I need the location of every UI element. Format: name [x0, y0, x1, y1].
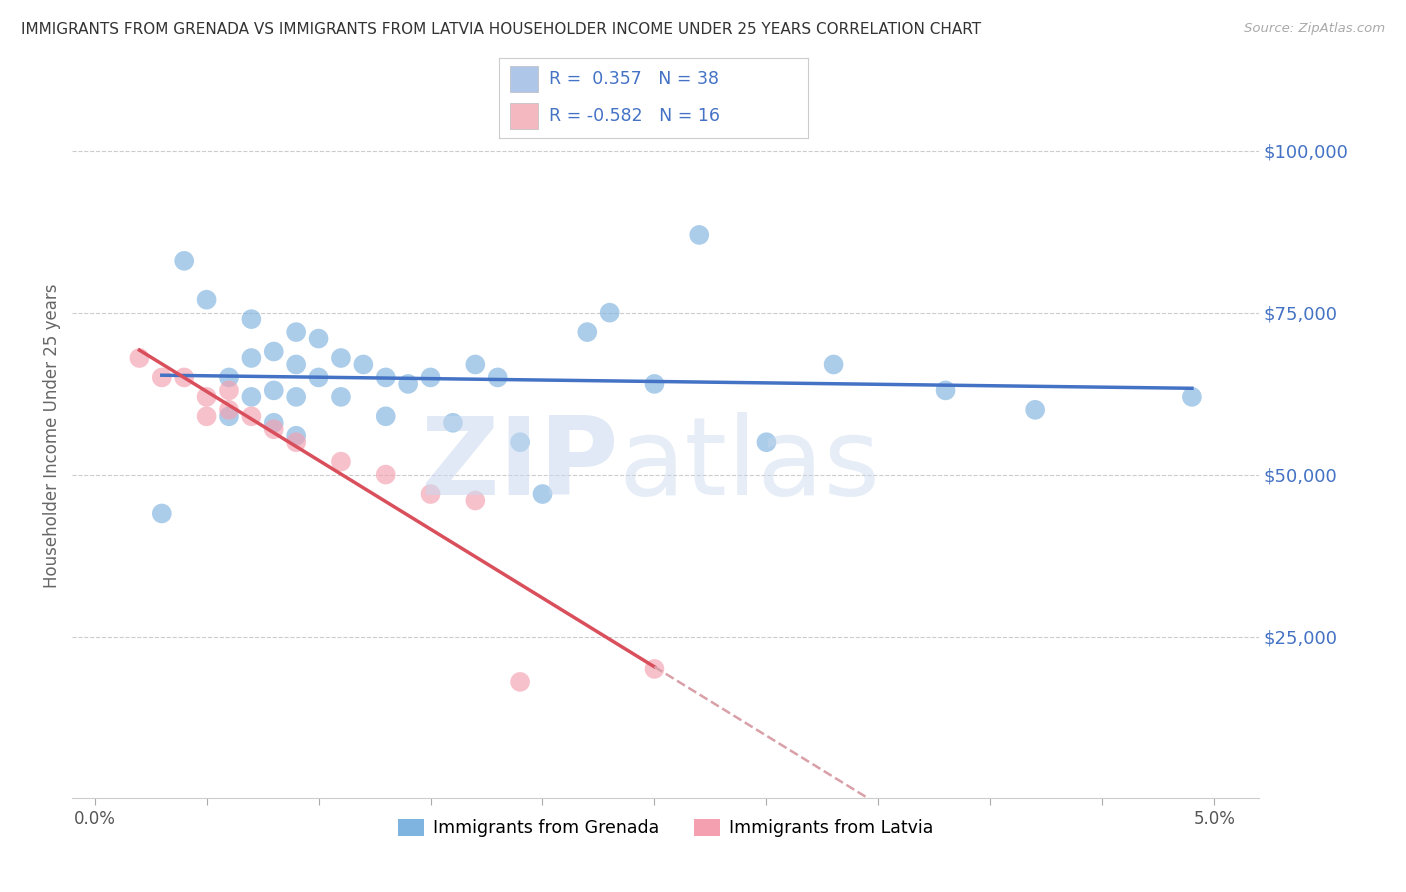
Point [150, 507, 173, 521]
Point [308, 370, 330, 384]
Point [509, 435, 531, 450]
Legend: Immigrants from Grenada, Immigrants from Latvia: Immigrants from Grenada, Immigrants from… [391, 812, 941, 844]
Point [285, 435, 308, 450]
Point [935, 384, 957, 398]
Point [173, 253, 195, 268]
Point [285, 428, 308, 442]
Point [218, 370, 240, 384]
Point [464, 493, 486, 508]
Point [240, 409, 263, 424]
Point [688, 227, 710, 242]
Point [285, 390, 308, 404]
Point [263, 416, 285, 430]
Point [263, 422, 285, 436]
Point [823, 358, 845, 372]
Point [128, 351, 150, 365]
Point [218, 409, 240, 424]
Text: IMMIGRANTS FROM GRENADA VS IMMIGRANTS FROM LATVIA HOUSEHOLDER INCOME UNDER 25 YE: IMMIGRANTS FROM GRENADA VS IMMIGRANTS FR… [21, 22, 981, 37]
Point [285, 358, 308, 372]
Bar [510, 66, 537, 92]
Point [263, 344, 285, 359]
Bar [510, 103, 537, 128]
Point [329, 351, 352, 365]
Point [263, 384, 285, 398]
Point [531, 487, 554, 501]
Point [419, 487, 441, 501]
Point [195, 293, 218, 307]
Point [218, 384, 240, 398]
Point [150, 370, 173, 384]
Point [240, 312, 263, 326]
Point [643, 662, 665, 676]
Point [464, 358, 486, 372]
Point [599, 306, 621, 320]
Point [195, 390, 218, 404]
Point [419, 370, 441, 384]
Text: R =  0.357   N = 38: R = 0.357 N = 38 [548, 70, 718, 87]
Text: ZIP: ZIP [419, 412, 619, 517]
Point [1024, 402, 1046, 417]
Point [486, 370, 509, 384]
Point [308, 332, 330, 346]
Point [240, 390, 263, 404]
Point [240, 351, 263, 365]
Text: atlas: atlas [619, 412, 880, 517]
Point [374, 409, 396, 424]
Point [643, 376, 665, 391]
Y-axis label: Householder Income Under 25 years: Householder Income Under 25 years [44, 284, 60, 588]
Text: Source: ZipAtlas.com: Source: ZipAtlas.com [1244, 22, 1385, 36]
Point [441, 416, 464, 430]
Point [509, 674, 531, 689]
Point [352, 358, 374, 372]
Text: R = -0.582   N = 16: R = -0.582 N = 16 [548, 107, 720, 125]
Point [396, 376, 419, 391]
Point [1181, 390, 1204, 404]
Point [576, 325, 599, 339]
Point [374, 467, 396, 482]
Point [195, 409, 218, 424]
Point [374, 370, 396, 384]
Point [285, 325, 308, 339]
Point [329, 390, 352, 404]
Point [173, 370, 195, 384]
Point [329, 455, 352, 469]
Point [755, 435, 778, 450]
Point [218, 402, 240, 417]
